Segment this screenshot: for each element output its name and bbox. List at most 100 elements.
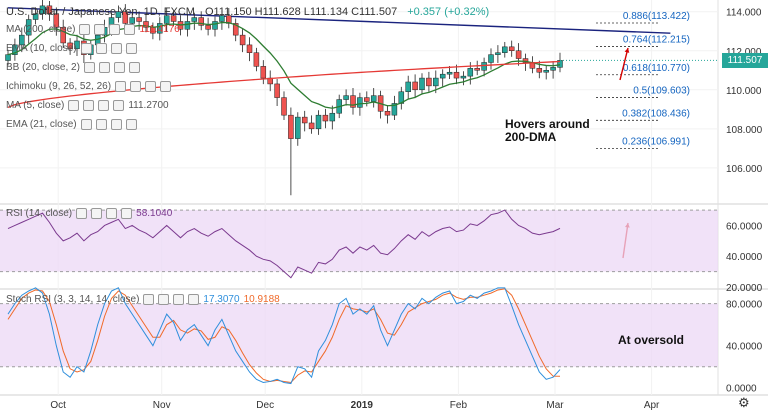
eye-icon[interactable] xyxy=(79,24,91,35)
y-tick-label: 40.0000 xyxy=(726,252,763,263)
indicator-row[interactable]: MA (5, close) 111.2700 xyxy=(6,100,169,111)
candle-body xyxy=(508,46,515,51)
more-icon[interactable] xyxy=(121,208,133,219)
more-icon[interactable] xyxy=(125,43,137,54)
candle-body xyxy=(74,40,80,50)
rsi-legend[interactable]: RSI (14, close) 58.1040 xyxy=(6,208,172,219)
indicator-value: 111.4176 xyxy=(139,24,180,35)
candle-body xyxy=(308,122,315,130)
y-tick-label: 80.0000 xyxy=(726,300,763,311)
indicator-row[interactable]: EMA (21, close) xyxy=(6,119,137,130)
candle-body xyxy=(157,23,163,34)
candle-body xyxy=(405,81,411,92)
candle-body xyxy=(184,21,191,30)
eye-icon[interactable] xyxy=(115,81,127,92)
candle-body xyxy=(502,46,508,53)
rsi-label: RSI (14, close) xyxy=(6,208,73,219)
ema-line xyxy=(7,21,561,109)
settings-icon[interactable] xyxy=(130,81,142,92)
candle-body xyxy=(198,17,204,26)
candle-body xyxy=(281,97,287,116)
candle-body xyxy=(515,50,522,59)
candle-body xyxy=(474,68,480,71)
close-icon[interactable] xyxy=(109,24,121,35)
close-icon[interactable] xyxy=(110,43,122,54)
fib-level-label: 0.886(113.422) xyxy=(623,11,690,22)
eye-icon[interactable] xyxy=(80,119,92,130)
close-icon[interactable] xyxy=(106,208,118,219)
x-tick-label: 2019 xyxy=(351,400,374,411)
settings-icon[interactable] xyxy=(98,62,110,73)
candle-body xyxy=(115,11,122,18)
ohlc-values: O111.150 H111.628 L111.134 C111.507 xyxy=(204,6,398,18)
settings-icon[interactable] xyxy=(83,100,95,111)
close-icon[interactable] xyxy=(145,81,157,92)
candle-body xyxy=(370,95,377,102)
hovers-annotation: Hovers around 200-DMA xyxy=(505,118,590,144)
fib-level-label: 0.382(108.436) xyxy=(622,108,690,119)
candle-body xyxy=(550,67,556,71)
candle-body xyxy=(39,5,46,14)
stoch-k-line xyxy=(7,287,561,385)
fib-level-label: 0.5(109.603) xyxy=(633,86,690,97)
candle-body xyxy=(212,21,218,30)
indicator-row[interactable]: Ichimoku (9, 26, 52, 26) xyxy=(6,81,172,92)
candle-body xyxy=(391,103,398,116)
candle-body xyxy=(543,70,549,73)
y-tick-label: 114.000 xyxy=(726,8,762,19)
stoch-d-value: 10.9188 xyxy=(243,294,280,305)
more-icon[interactable] xyxy=(128,62,140,73)
last-price-tag: 111.507 xyxy=(722,53,768,69)
stoch-legend[interactable]: Stoch RSI (3, 3, 14, 14, close) 17.3070 … xyxy=(6,294,280,305)
price-change: +0.357 (+0.32%) xyxy=(407,6,490,18)
symbol-title[interactable]: U.S. Dollar / Japanese Yen, 1D, FXCM xyxy=(6,6,195,18)
settings-icon[interactable] xyxy=(95,119,107,130)
eye-icon[interactable] xyxy=(76,208,88,219)
price-up-arrow-head xyxy=(624,48,630,53)
indicator-value: 111.2700 xyxy=(128,100,169,111)
candle-body xyxy=(46,5,53,14)
candle-body xyxy=(364,97,370,102)
more-icon[interactable] xyxy=(188,294,200,305)
gear-icon[interactable]: ⚙ xyxy=(738,395,750,410)
more-icon[interactable] xyxy=(124,24,136,35)
candle-body xyxy=(467,68,474,77)
candle-body xyxy=(5,54,11,61)
settings-icon[interactable] xyxy=(158,294,170,305)
stoch-k-value: 17.3070 xyxy=(203,294,240,305)
eye-icon[interactable] xyxy=(83,62,95,73)
indicator-row[interactable]: BB (20, close, 2) xyxy=(6,62,140,73)
indicator-row[interactable]: EMA (10, close) xyxy=(6,43,137,54)
indicator-row[interactable]: MA (200, close) 111.4176 xyxy=(6,24,180,35)
candle-body xyxy=(246,44,253,53)
rsi-value: 58.1040 xyxy=(136,208,173,219)
candle-body xyxy=(329,112,336,122)
settings-icon[interactable] xyxy=(95,43,107,54)
settings-icon[interactable] xyxy=(94,24,106,35)
more-icon[interactable] xyxy=(160,81,172,92)
stoch-label: Stoch RSI (3, 3, 14, 14, close) xyxy=(6,294,140,305)
close-icon[interactable] xyxy=(110,119,122,130)
close-icon[interactable] xyxy=(98,100,110,111)
y-tick-label: 20.0000 xyxy=(726,283,763,294)
candle-body xyxy=(288,114,294,139)
candle-body xyxy=(226,15,232,24)
hovers-line-2: 200-DMA xyxy=(505,130,557,144)
more-icon[interactable] xyxy=(125,119,137,130)
x-tick-label: Oct xyxy=(50,400,66,411)
candle-body xyxy=(350,95,356,108)
candle-body xyxy=(232,23,239,36)
rsi-band xyxy=(0,210,718,272)
candle-body xyxy=(522,58,529,63)
more-icon[interactable] xyxy=(113,100,125,111)
eye-icon[interactable] xyxy=(143,294,155,305)
settings-icon[interactable] xyxy=(91,208,103,219)
close-icon[interactable] xyxy=(173,294,185,305)
eye-icon[interactable] xyxy=(68,100,80,111)
eye-icon[interactable] xyxy=(80,43,92,54)
close-icon[interactable] xyxy=(113,62,125,73)
candle-body xyxy=(536,68,543,73)
candle-body xyxy=(322,114,329,122)
